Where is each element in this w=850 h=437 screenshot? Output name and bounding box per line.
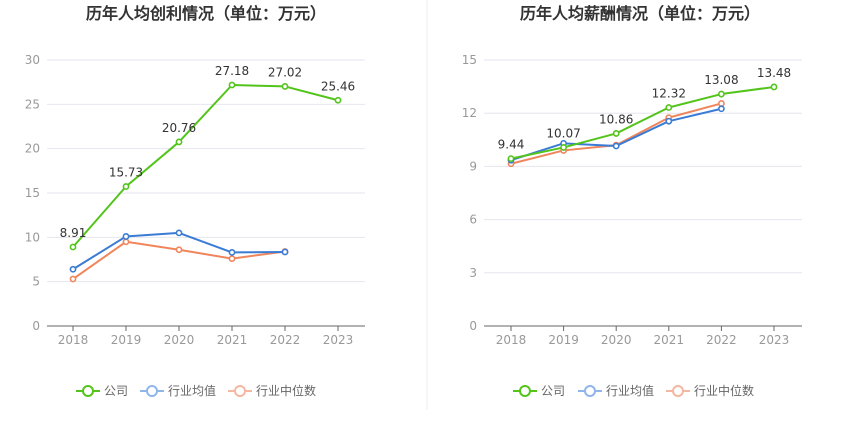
data-point-industry_median xyxy=(175,246,183,254)
x-tick-label: 2019 xyxy=(111,333,142,347)
legend-marker xyxy=(519,385,531,397)
y-tick-label: 15 xyxy=(462,53,477,67)
x-tick-label: 2018 xyxy=(496,333,527,347)
data-point-industry_avg xyxy=(612,142,620,150)
data-label: 12.32 xyxy=(652,87,686,101)
profit-per-capita-chart: 历年人均创利情况（单位：万元） 0 5 10 15 20 25 30 2018 2019 2020… xyxy=(25,4,365,398)
legend-marker xyxy=(146,385,158,397)
y-tick-label: 10 xyxy=(25,230,40,244)
y-tick-label: 12 xyxy=(462,106,477,120)
data-point-company xyxy=(612,130,620,137)
legend-label: 公司 xyxy=(541,384,565,398)
y-tick-label: 0 xyxy=(469,319,477,333)
data-point-industry_median xyxy=(122,238,130,246)
data-point-company xyxy=(228,81,236,89)
x-tick-label: 2018 xyxy=(58,333,89,347)
data-label: 8.91 xyxy=(60,226,87,240)
x-tick-label: 2022 xyxy=(706,333,737,347)
series-line-company xyxy=(510,85,775,160)
data-point-company xyxy=(665,104,673,111)
data-point-company xyxy=(770,83,778,91)
y-tick-label: 6 xyxy=(469,213,477,227)
chart-title: 历年人均创利情况（单位：万元） xyxy=(86,4,326,23)
data-label: 27.18 xyxy=(215,64,249,78)
legend-marker xyxy=(82,385,94,397)
y-tick-label: 15 xyxy=(25,186,40,200)
series-line-company xyxy=(72,84,339,248)
data-point-company xyxy=(334,96,342,104)
x-tick-label: 2021 xyxy=(654,333,685,347)
x-tick-label: 2023 xyxy=(759,333,790,347)
legend-label: 公司 xyxy=(104,384,128,398)
legend-label: 行业中位数 xyxy=(256,383,316,398)
data-point-industry_avg xyxy=(665,117,673,125)
x-tick-label: 2021 xyxy=(217,333,248,347)
data-point-industry_avg xyxy=(281,248,289,256)
x-tick-label: 2020 xyxy=(164,333,195,347)
data-label: 10.07 xyxy=(546,126,580,140)
x-tick-label: 2019 xyxy=(548,333,579,347)
data-label: 13.08 xyxy=(704,73,738,87)
y-tick-label: 0 xyxy=(32,319,40,333)
legend-label: 行业均值 xyxy=(168,383,216,398)
legend-item-company: 公司 xyxy=(76,384,128,398)
salary-per-capita-chart: 历年人均薪酬情况（单位：万元） 0 3 6 9 12 15 2018 2019 2020 2021… xyxy=(462,4,802,398)
data-point-company xyxy=(718,90,725,98)
data-point-industry_avg xyxy=(69,265,77,273)
legend-marker xyxy=(672,385,684,397)
legend-label: 行业均值 xyxy=(606,383,654,398)
data-label: 27.02 xyxy=(268,65,302,79)
data-label: 25.46 xyxy=(321,79,355,93)
y-tick-label: 5 xyxy=(32,275,40,289)
data-point-company xyxy=(69,243,77,251)
data-point-industry_median xyxy=(228,255,236,263)
legend-marker xyxy=(234,385,246,397)
chart-title: 历年人均薪酬情况（单位：万元） xyxy=(520,4,760,23)
data-point-industry_avg xyxy=(718,105,725,113)
x-tick-label: 2022 xyxy=(270,333,301,347)
data-point-company xyxy=(560,144,567,151)
data-label: 15.73 xyxy=(109,166,143,180)
legend-label: 行业中位数 xyxy=(694,383,754,398)
y-tick-label: 25 xyxy=(25,97,40,111)
legend-item-industry_avg: 行业均值 xyxy=(140,383,216,398)
y-tick-label: 9 xyxy=(469,159,477,173)
data-point-industry_median xyxy=(69,275,77,283)
legend-marker xyxy=(584,385,596,397)
y-tick-label: 3 xyxy=(469,266,477,280)
data-label: 20.76 xyxy=(162,121,196,135)
data-point-company xyxy=(281,83,289,90)
data-point-company xyxy=(175,138,183,146)
legend-item-industry_median: 行业中位数 xyxy=(666,383,754,398)
data-label: 9.44 xyxy=(498,138,525,152)
legend-item-industry_avg: 行业均值 xyxy=(578,383,654,398)
data-label: 10.86 xyxy=(599,112,633,126)
data-point-industry_avg xyxy=(175,229,183,237)
data-point-industry_avg xyxy=(228,249,236,256)
y-tick-label: 30 xyxy=(25,53,40,67)
data-point-industry_median xyxy=(718,100,725,107)
legend-item-company: 公司 xyxy=(513,384,565,398)
legend-item-industry_median: 行业中位数 xyxy=(228,383,316,398)
data-point-industry_avg xyxy=(122,233,130,240)
data-point-company xyxy=(122,183,130,190)
data-label: 13.48 xyxy=(757,66,791,80)
x-tick-label: 2023 xyxy=(323,333,354,347)
y-tick-label: 20 xyxy=(25,142,40,156)
x-tick-label: 2020 xyxy=(601,333,632,347)
data-point-company xyxy=(507,155,515,162)
